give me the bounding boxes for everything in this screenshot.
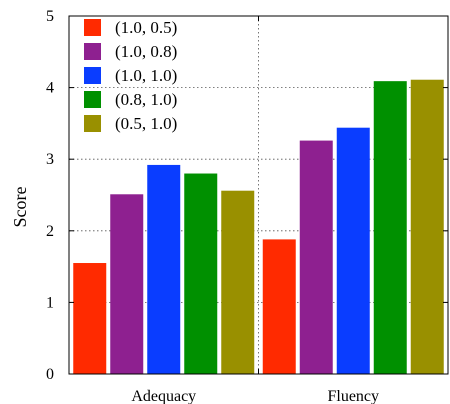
legend-swatch	[84, 43, 101, 60]
x-tick-label: Adequacy	[131, 388, 196, 404]
y-tick-label: 2	[46, 223, 54, 240]
legend-swatch	[84, 91, 101, 108]
legend-label: (1.0, 1.0)	[115, 66, 177, 85]
y-tick-label: 5	[46, 8, 54, 25]
legend-label: (1.0, 0.8)	[115, 42, 177, 61]
legend: (1.0, 0.5) (1.0, 0.8) (1.0, 1.0) (0.8, 1.0)…	[84, 18, 177, 133]
axis-ticks: 0 1 2 3 4 5 Adequacy Fluency	[46, 8, 448, 404]
y-tick-label: 0	[46, 366, 54, 383]
bar	[336, 127, 370, 374]
bar	[73, 263, 107, 374]
y-tick-label: 4	[46, 80, 54, 97]
bar	[184, 173, 218, 374]
legend-label: (0.5, 1.0)	[115, 114, 177, 133]
legend-label: (1.0, 0.5)	[115, 18, 177, 37]
bar	[373, 81, 407, 374]
y-tick-label: 1	[46, 294, 54, 311]
bars	[73, 79, 444, 374]
legend-swatch	[84, 67, 101, 84]
bar	[299, 140, 333, 374]
legend-swatch	[84, 19, 101, 36]
bar	[221, 190, 255, 374]
bar	[262, 239, 296, 374]
x-tick-label: Fluency	[327, 388, 379, 404]
bar	[147, 164, 181, 374]
grid-lines	[69, 16, 448, 374]
y-tick-label: 3	[46, 151, 54, 168]
y-axis-label: Score	[10, 186, 30, 227]
bar	[410, 79, 444, 374]
legend-label: (0.8, 1.0)	[115, 90, 177, 109]
bar	[110, 194, 144, 374]
legend-swatch	[84, 115, 101, 132]
